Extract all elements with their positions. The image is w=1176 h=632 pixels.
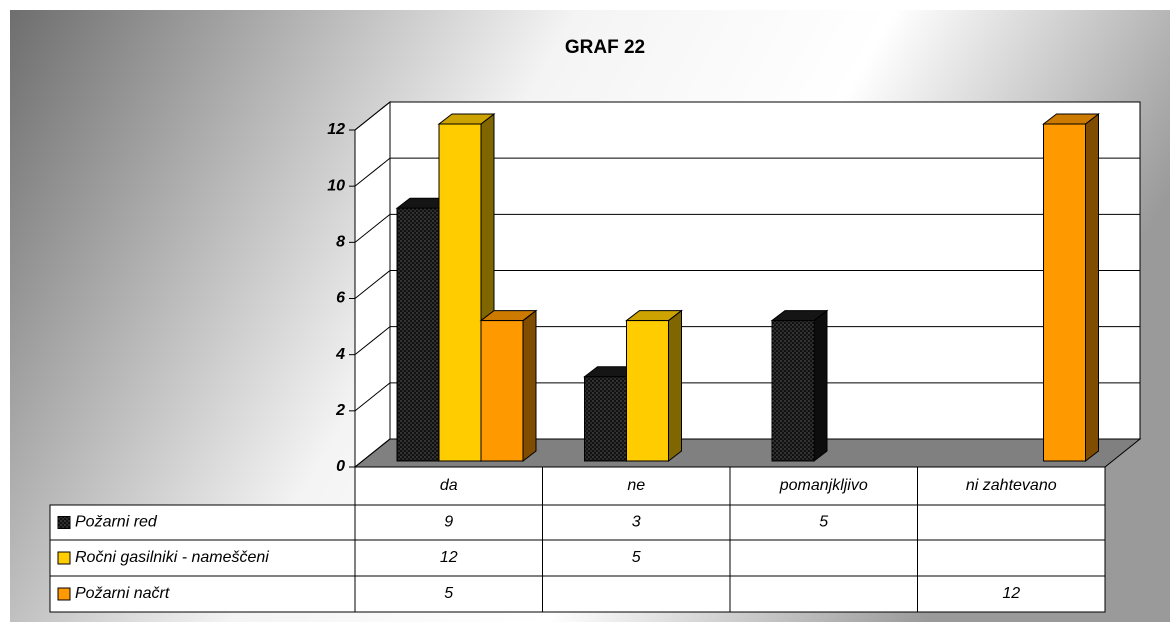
bar-front [438,123,482,462]
y-tick-label: 12 [327,121,345,138]
legend-key [57,587,71,601]
legend-key [57,516,71,529]
bar-front [626,320,669,462]
table-value: 9 [444,514,453,531]
grid-line [354,438,1140,468]
table-value: 5 [819,514,828,531]
bar-front [584,376,627,462]
x-tick-label: ne [627,477,645,494]
x-tick-label: ni zahtevano [966,477,1057,494]
y-tick-label: 4 [335,346,345,363]
y-tick-label: 0 [336,458,345,475]
y-tick-label: 10 [327,177,345,194]
data-table: da ne pomanjkljivo ni zahtevano Požarni red 9… [49,466,1106,613]
bar [625,309,683,463]
x-tick-label: da [440,477,458,494]
bar [770,309,829,463]
table-value: 12 [440,549,458,566]
bar-side [813,309,828,463]
y-tick-label: 6 [336,290,345,307]
grid-line [354,326,1140,356]
x-tick-label: pomanjkljivo [779,477,868,494]
legend-label: Požarni red [75,514,158,531]
bar-side [1085,112,1099,463]
grid-line [354,157,1140,187]
bar [479,309,538,463]
table-value: 3 [632,514,641,531]
legend-key [57,551,71,565]
grid-line [354,270,1140,299]
grid-line [354,213,1140,243]
table-value: 5 [632,549,641,566]
table-value: 5 [444,585,453,602]
grid-line [354,382,1140,412]
bar-front [396,207,440,462]
bar-side [668,309,682,463]
legend-label: Ročni gasilniki - nameščeni [75,549,269,566]
y-tick-label: 2 [335,402,345,419]
grid-line [354,101,1140,131]
bar-front [480,320,524,462]
table-value: 12 [1002,585,1020,602]
chart-title: GRAF 22 [565,37,645,58]
bar-front [1043,123,1086,462]
bar [1042,112,1100,463]
bar-front [771,320,815,462]
legend-label: Požarni načrt [75,585,170,602]
bar-side [522,309,537,463]
table-frame [49,504,1106,613]
y-tick-label: 8 [336,234,345,251]
